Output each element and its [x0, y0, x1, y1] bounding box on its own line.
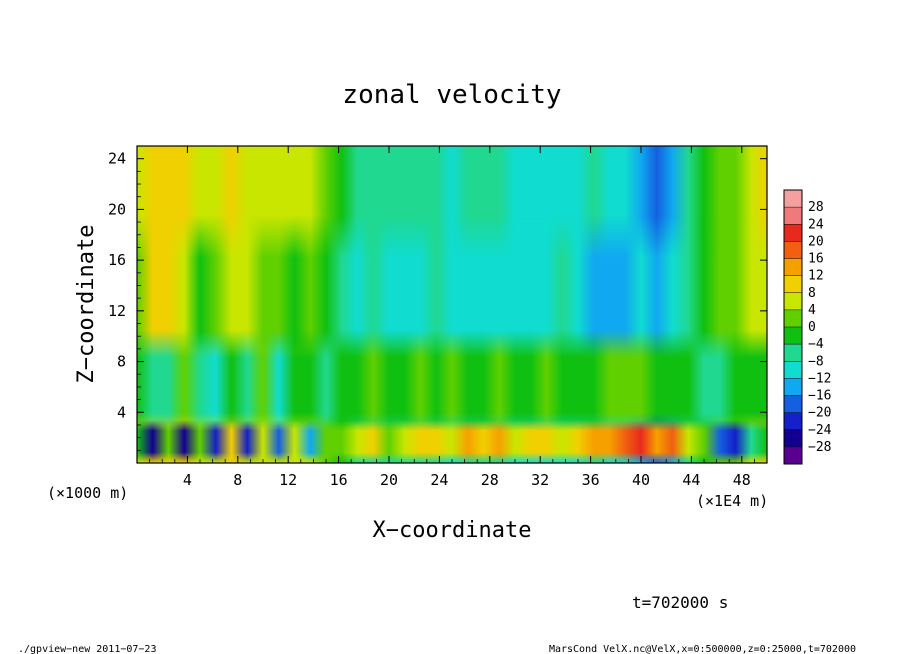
colorbar-swatch: [784, 241, 802, 259]
colorbar-swatch: [784, 344, 802, 362]
x-axis-label: X−coordinate: [373, 518, 532, 543]
colorbar-swatch: [784, 207, 802, 225]
footer-right-info: MarsCond_VelX.nc@VelX,x=0:500000,z=0:250…: [549, 644, 856, 654]
colorbar-label: 8: [808, 286, 816, 301]
colorbar-swatch: [784, 275, 802, 293]
x-axis-unit: (×1E4 m): [696, 492, 768, 510]
y-tick-label: 24: [108, 150, 126, 168]
colorbar-label: −12: [808, 371, 831, 386]
time-label: t=702000 s: [632, 593, 728, 612]
colorbar-swatch: [784, 327, 802, 345]
x-tick-label: 40: [632, 471, 650, 489]
colorbar-label: 28: [808, 200, 824, 215]
colorbar-swatch: [784, 412, 802, 430]
y-tick-label: 16: [108, 251, 126, 269]
colorbar-label: −8: [808, 354, 824, 369]
colorbar-swatch: [784, 361, 802, 379]
x-tick-label: 8: [233, 471, 242, 489]
colorbar-swatch: [784, 190, 802, 208]
x-tick-label: 36: [582, 471, 600, 489]
colorbar-label: −4: [808, 337, 824, 352]
x-tick-label: 20: [380, 471, 398, 489]
x-tick-label: 4: [183, 471, 192, 489]
colorbar-label: −16: [808, 389, 831, 404]
y-axis-unit: (×1000 m): [47, 484, 128, 502]
colorbar-swatch: [784, 258, 802, 276]
y-tick-label: 12: [108, 302, 126, 320]
colorbar-label: −24: [808, 423, 832, 438]
colorbar-swatch: [784, 395, 802, 413]
colorbar-label: 12: [808, 269, 824, 284]
colorbar-label: −28: [808, 440, 831, 455]
colorbar-swatch: [784, 292, 802, 310]
y-tick-label: 20: [108, 200, 126, 218]
colorbar-swatch: [784, 224, 802, 242]
x-tick-label: 16: [330, 471, 348, 489]
colorbar-label: 24: [808, 217, 824, 232]
x-axis: 4 8 12 16 20 24 28 32 36 40 44 48: [149, 146, 755, 489]
colorbar-label: 16: [808, 252, 824, 267]
heatmap-field: [137, 146, 767, 463]
y-axis: 4 8 12 16 20 24: [108, 150, 767, 451]
x-tick-label: 48: [733, 471, 751, 489]
colorbar-swatch: [784, 429, 802, 447]
y-tick-label: 8: [117, 353, 126, 371]
x-tick-label: 24: [430, 471, 448, 489]
chart-title: zonal velocity: [342, 80, 561, 110]
heatmap-layer-bottom: [137, 420, 767, 463]
colorbar-swatch: [784, 309, 802, 327]
colorbar-swatch: [784, 446, 802, 464]
footer-left-info: ./gpview−new 2011−07−23: [18, 644, 156, 654]
colorbar-label: −20: [808, 406, 831, 421]
colorbar-label: 20: [808, 234, 824, 249]
y-tick-label: 4: [117, 403, 126, 421]
colorbar-label: 0: [808, 320, 816, 335]
colorbar: 28 24 20 16 12 8 4 0 −4 −8 −12 −16 −20 −24 −28: [783, 189, 832, 465]
x-tick-label: 32: [531, 471, 549, 489]
y-axis-label: Z−coordinate: [74, 225, 99, 384]
x-tick-label: 12: [279, 471, 297, 489]
colorbar-label: 4: [808, 303, 816, 318]
x-tick-label: 28: [481, 471, 499, 489]
x-tick-label: 44: [682, 471, 700, 489]
colorbar-swatch: [784, 378, 802, 396]
